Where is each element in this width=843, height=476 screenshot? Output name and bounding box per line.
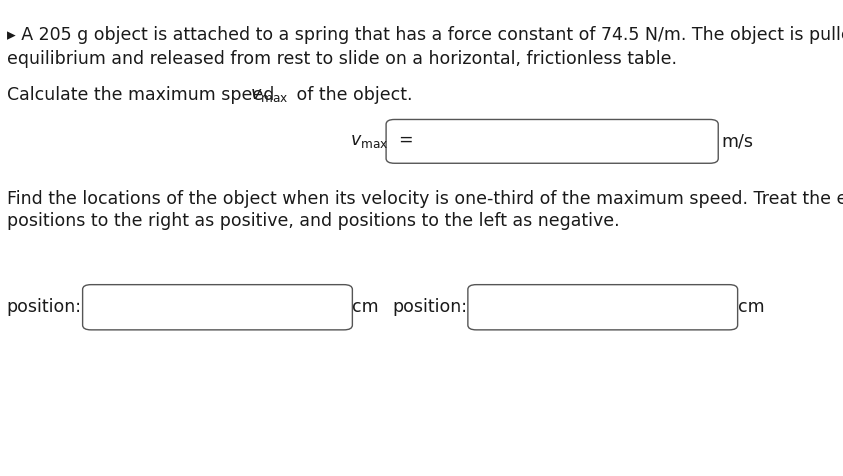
- Text: equilibrium and released from rest to slide on a horizontal, frictionless table.: equilibrium and released from rest to sl…: [7, 50, 677, 68]
- Text: $v_\mathrm{max}$: $v_\mathrm{max}$: [250, 86, 289, 104]
- Text: ▸ A 205 g object is attached to a spring that has a force constant of 74.5 N/m. : ▸ A 205 g object is attached to a spring…: [7, 26, 843, 44]
- Text: of the object.: of the object.: [291, 86, 412, 104]
- Text: m/s: m/s: [722, 132, 754, 150]
- Text: cm: cm: [738, 298, 765, 316]
- Text: cm: cm: [352, 298, 379, 316]
- Text: Calculate the maximum speed: Calculate the maximum speed: [7, 86, 280, 104]
- Text: positions to the right as positive, and positions to the left as negative.: positions to the right as positive, and …: [7, 212, 620, 230]
- Text: Find the locations of the object when its velocity is one-third of the maximum s: Find the locations of the object when it…: [7, 190, 843, 208]
- Text: position:: position:: [392, 298, 467, 316]
- Text: $v_\mathrm{max}$  =: $v_\mathrm{max}$ =: [350, 132, 413, 150]
- Text: position:: position:: [7, 298, 82, 316]
